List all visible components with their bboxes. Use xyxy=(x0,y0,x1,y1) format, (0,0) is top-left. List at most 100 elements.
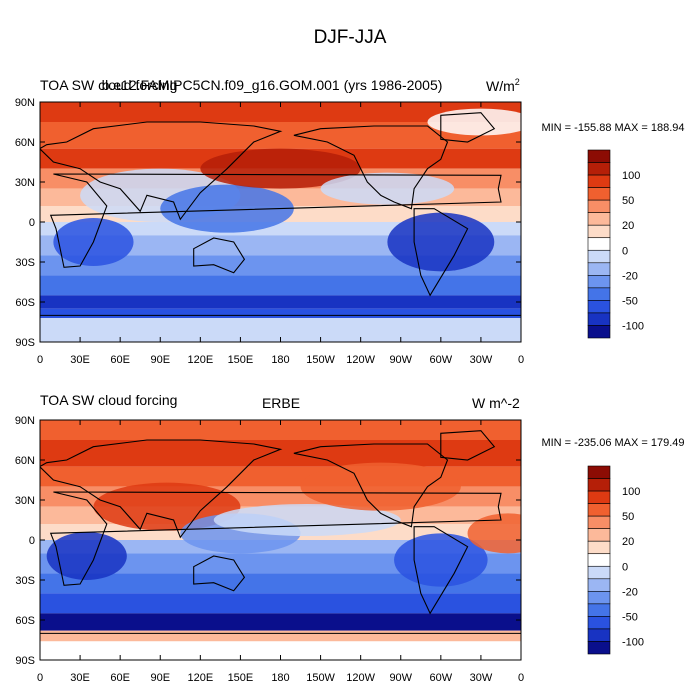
field-band-10 xyxy=(40,295,521,309)
field-band-9 xyxy=(40,593,521,614)
colorbar-label: 100 xyxy=(622,486,640,498)
field-band-9 xyxy=(40,275,521,296)
colorbar-label: 0 xyxy=(622,245,628,257)
x-tick-label: 150E xyxy=(228,354,254,366)
x-tick-label: 120E xyxy=(187,354,213,366)
panel-1-center-title: b.e12.FAMIPC5CN.f09_g16.GOM.001 (yrs 198… xyxy=(102,77,443,93)
x-tick-label: 180 xyxy=(271,354,289,366)
colorbar-swatch xyxy=(587,565,611,580)
panel-1-left-title: TOA SW cloud forcing xyxy=(40,77,177,93)
y-tick-label: 90S xyxy=(15,655,35,667)
colorbar-swatch xyxy=(587,237,611,251)
colorbar-swatch xyxy=(587,553,611,567)
y-tick-label: 60S xyxy=(15,615,35,627)
x-tick-label: 90W xyxy=(389,672,412,684)
colorbar-swatch xyxy=(587,174,611,188)
colorbar-swatch xyxy=(587,540,611,555)
x-tick-label: 0 xyxy=(518,672,524,684)
coastline-3 xyxy=(413,208,469,297)
coastline-2 xyxy=(193,555,246,592)
x-tick-label: 30W xyxy=(470,354,493,366)
coastline-3 xyxy=(413,526,469,615)
colorbar-swatch xyxy=(587,212,611,226)
colorbar-swatch xyxy=(587,187,611,201)
figure-title: DJF-JJA xyxy=(314,27,387,48)
panel-1: TOA SW cloud forcing b.e12.FAMIPC5CN.f09… xyxy=(15,77,685,366)
x-tick-label: 60E xyxy=(110,354,130,366)
colorbar-swatch xyxy=(587,591,611,605)
x-tick-label: 120E xyxy=(187,672,213,684)
colorbar-swatch xyxy=(587,249,611,264)
colorbar-label: 20 xyxy=(622,536,634,548)
panel-1-units: W/m2 xyxy=(486,77,520,94)
colorbar-swatch xyxy=(587,628,611,642)
x-tick-label: 60W xyxy=(430,354,453,366)
colorbar-swatch xyxy=(587,503,611,517)
panel-2-colorbar: 100 50 20 0 -20 -50 -100 xyxy=(587,465,644,655)
field-region-5 xyxy=(427,108,521,136)
x-tick-label: 60W xyxy=(430,672,453,684)
x-tick-label: 0 xyxy=(37,672,43,684)
panel-2-minmax: MIN = -235.06 MAX = 179.49 xyxy=(541,437,684,449)
colorbar-swatch xyxy=(587,149,611,163)
coastline-5 xyxy=(440,430,496,461)
x-tick-label: 90W xyxy=(389,354,412,366)
colorbar-label: 100 xyxy=(622,170,640,182)
field-band-11 xyxy=(40,630,521,642)
colorbar-swatch xyxy=(587,312,611,326)
colorbar-label: 20 xyxy=(622,220,634,232)
x-tick-label: 90E xyxy=(150,354,170,366)
coastline-4 xyxy=(293,125,449,210)
coastline-5 xyxy=(440,112,496,143)
y-tick-label: 0 xyxy=(29,535,35,547)
y-tick-label: 90N xyxy=(15,415,35,427)
colorbar-swatch xyxy=(587,325,611,339)
panel-1-minmax: MIN = -155.88 MAX = 188.94 xyxy=(541,122,684,134)
panel-1-map xyxy=(40,102,521,342)
x-tick-label: 150W xyxy=(306,354,335,366)
y-tick-label: 90N xyxy=(15,97,35,109)
x-tick-label: 0 xyxy=(37,354,43,366)
field-band-10 xyxy=(40,613,521,631)
y-tick-label: 0 xyxy=(29,217,35,229)
colorbar-swatch xyxy=(587,465,611,479)
y-tick-label: 30S xyxy=(15,575,35,587)
coastline-1 xyxy=(49,173,502,268)
coastline-0 xyxy=(40,439,283,539)
x-tick-label: 0 xyxy=(518,354,524,366)
colorbar-swatch xyxy=(587,490,611,504)
panel-2-left-title: TOA SW cloud forcing xyxy=(40,392,177,408)
colorbar-label: -100 xyxy=(622,320,644,332)
y-tick-label: 60N xyxy=(15,137,35,149)
colorbar-swatch xyxy=(587,578,611,592)
colorbar-label: -20 xyxy=(622,270,638,282)
field-band-8 xyxy=(40,573,521,594)
colorbar-swatch xyxy=(587,478,611,492)
panel-2-center-title: ERBE xyxy=(262,395,300,411)
field-band-11 xyxy=(40,308,521,318)
coastline-4 xyxy=(293,443,449,528)
colorbar-label: 50 xyxy=(622,195,634,207)
field-region-4 xyxy=(213,504,401,536)
field-region-4 xyxy=(200,148,361,189)
colorbar-swatch xyxy=(587,515,611,529)
y-tick-label: 90S xyxy=(15,337,35,349)
field-region-2 xyxy=(394,533,488,587)
coastline-2 xyxy=(193,237,246,274)
x-tick-label: 30E xyxy=(70,672,90,684)
colorbar-swatch xyxy=(587,616,611,630)
field-region-3 xyxy=(46,532,127,580)
panel-1-colorbar: 100 50 20 0 -20 -50 -100 xyxy=(587,149,644,339)
panel-2-map xyxy=(40,420,521,660)
colorbar-swatch xyxy=(587,641,611,655)
colorbar-label: -50 xyxy=(622,611,638,623)
colorbar-swatch xyxy=(587,162,611,176)
colorbar-label: 50 xyxy=(622,511,634,523)
y-tick-label: 60S xyxy=(15,297,35,309)
field-region-6 xyxy=(320,172,455,205)
panel-1-axes: 0 30E 60E 90E 120E 150E 180 150W 120W 90W 60W 30W 09… xyxy=(15,97,524,366)
y-tick-label: 60N xyxy=(15,455,35,467)
panel-2: TOA SW cloud forcing ERBE W m^-2 0 30E 60E… xyxy=(15,392,685,684)
colorbar-swatch xyxy=(587,199,611,213)
